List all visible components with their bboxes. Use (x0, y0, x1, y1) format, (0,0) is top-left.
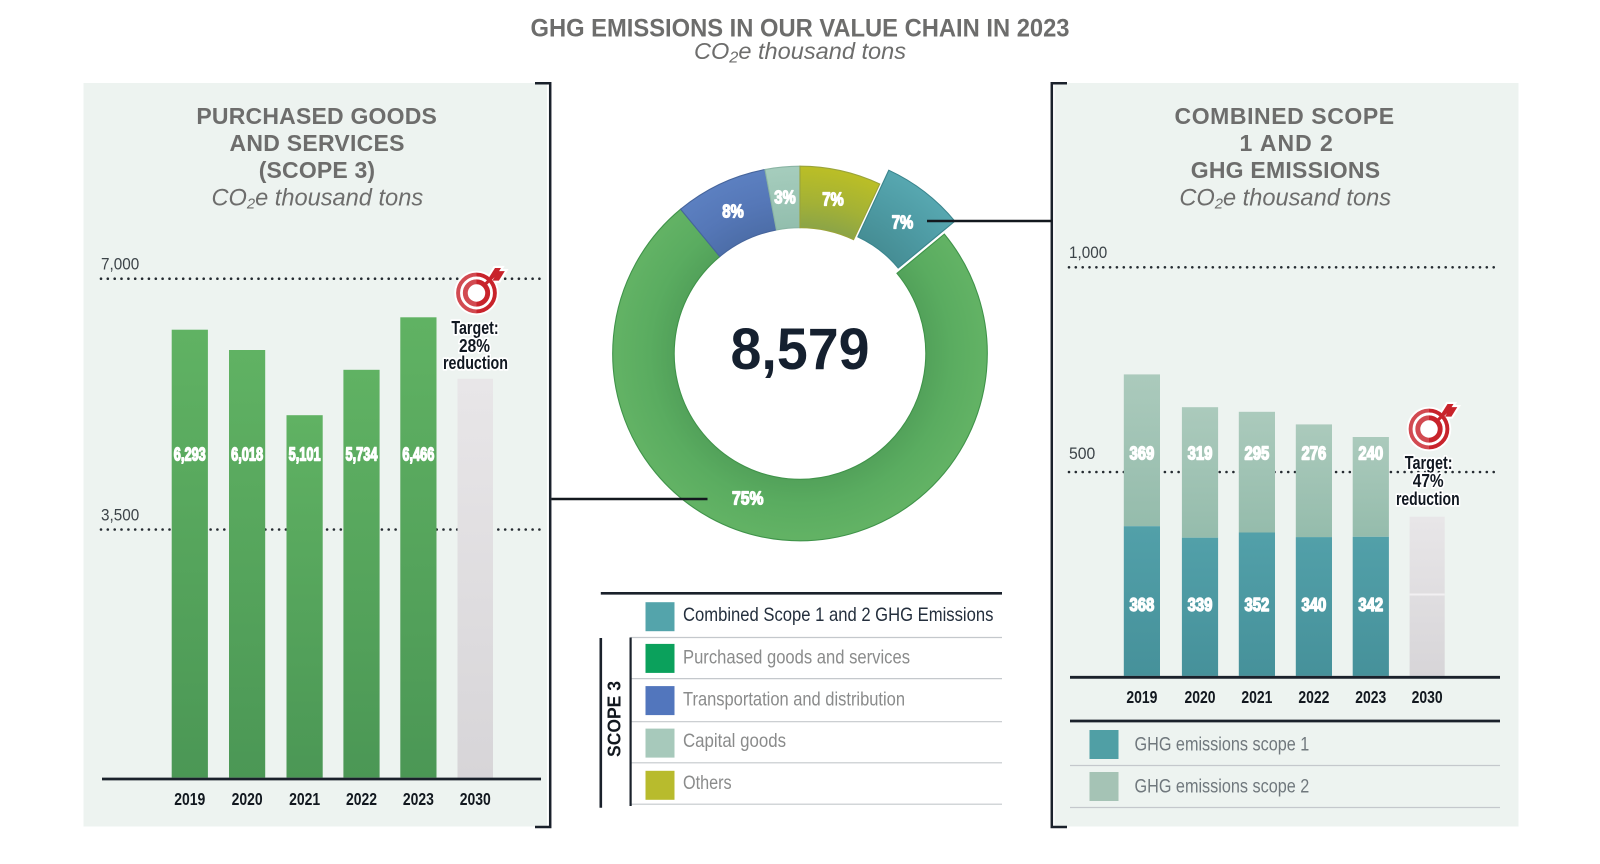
svg-text:1 AND 2: 1 AND 2 (1240, 130, 1333, 156)
svg-text:PURCHASED GOODS: PURCHASED GOODS (196, 103, 436, 129)
svg-text:6,466: 6,466 (402, 445, 434, 465)
svg-text:SCOPE 3: SCOPE 3 (605, 681, 625, 757)
svg-text:Others: Others (683, 772, 732, 794)
svg-text:2023: 2023 (403, 789, 434, 809)
svg-text:7%: 7% (892, 213, 914, 233)
svg-text:CO2e thousand tons: CO2e thousand tons (211, 185, 423, 213)
svg-text:2022: 2022 (1298, 687, 1329, 707)
svg-text:1,000: 1,000 (1069, 243, 1107, 262)
svg-text:Combined Scope 1 and 2 GHG Emi: Combined Scope 1 and 2 GHG Emissions (683, 604, 994, 626)
svg-text:340: 340 (1302, 595, 1327, 615)
svg-text:2019: 2019 (174, 789, 205, 809)
svg-text:7%: 7% (822, 190, 844, 210)
svg-text:GHG EMISSIONS: GHG EMISSIONS (1191, 157, 1380, 183)
svg-text:(SCOPE 3): (SCOPE 3) (259, 157, 375, 183)
svg-text:500: 500 (1069, 444, 1095, 463)
svg-text:Target:: Target: (451, 318, 498, 338)
svg-text:240: 240 (1358, 444, 1383, 464)
svg-text:5,734: 5,734 (346, 445, 378, 465)
svg-text:Capital goods: Capital goods (683, 730, 786, 752)
svg-text:2023: 2023 (1355, 687, 1386, 707)
svg-text:28%: 28% (459, 336, 490, 356)
svg-text:2022: 2022 (346, 789, 377, 809)
svg-text:2030: 2030 (1412, 687, 1443, 707)
svg-text:352: 352 (1245, 595, 1270, 615)
svg-text:2030: 2030 (460, 789, 491, 809)
svg-text:Purchased goods and services: Purchased goods and services (683, 647, 910, 669)
svg-text:GHG EMISSIONS IN OUR VALUE CHA: GHG EMISSIONS IN OUR VALUE CHAIN IN 2023 (531, 15, 1070, 43)
svg-text:GHG emissions scope 1: GHG emissions scope 1 (1135, 735, 1310, 756)
svg-text:2020: 2020 (232, 789, 263, 809)
svg-text:7,000: 7,000 (101, 254, 139, 273)
svg-text:6,293: 6,293 (174, 445, 206, 465)
svg-text:319: 319 (1188, 444, 1213, 464)
svg-text:COMBINED SCOPE: COMBINED SCOPE (1175, 103, 1395, 129)
svg-text:3,500: 3,500 (101, 505, 139, 524)
svg-text:368: 368 (1130, 595, 1155, 615)
svg-text:6,018: 6,018 (231, 445, 263, 465)
svg-text:reduction: reduction (443, 353, 508, 373)
svg-text:GHG emissions scope 2: GHG emissions scope 2 (1135, 777, 1310, 798)
svg-text:8%: 8% (722, 202, 744, 222)
svg-text:5,101: 5,101 (289, 445, 321, 465)
svg-text:2021: 2021 (289, 789, 320, 809)
svg-text:3%: 3% (774, 188, 796, 208)
svg-text:2020: 2020 (1185, 687, 1216, 707)
svg-text:339: 339 (1188, 595, 1213, 615)
svg-text:Target:: Target: (1405, 453, 1453, 473)
svg-text:Transportation and distributio: Transportation and distribution (683, 688, 905, 710)
svg-text:CO2e thousand tons: CO2e thousand tons (1179, 185, 1391, 213)
svg-text:reduction: reduction (1396, 489, 1460, 509)
svg-text:47%: 47% (1413, 471, 1444, 491)
svg-text:2019: 2019 (1126, 687, 1157, 707)
svg-text:342: 342 (1358, 595, 1383, 615)
svg-text:295: 295 (1245, 444, 1270, 464)
svg-text:8,579: 8,579 (731, 317, 870, 382)
svg-text:75%: 75% (732, 489, 764, 509)
svg-text:276: 276 (1302, 444, 1327, 464)
svg-text:CO2e thousand tons: CO2e thousand tons (694, 38, 906, 67)
svg-text:AND SERVICES: AND SERVICES (230, 130, 405, 156)
svg-text:2021: 2021 (1241, 687, 1272, 707)
svg-text:369: 369 (1130, 444, 1155, 464)
